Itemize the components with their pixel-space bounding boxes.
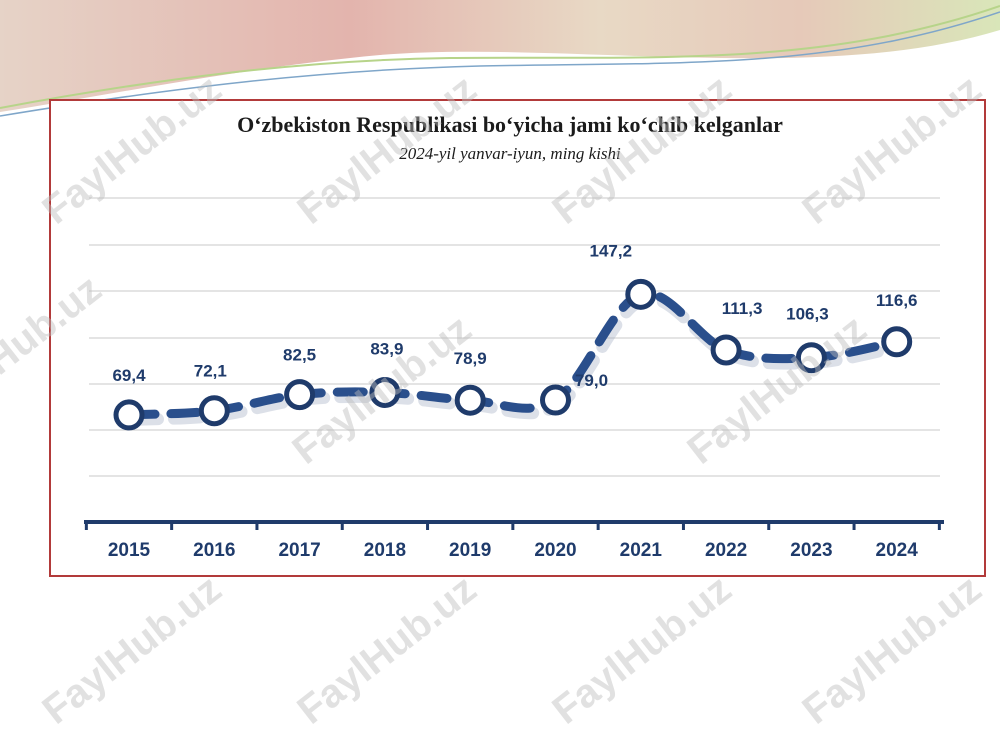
data-point-2017 bbox=[284, 379, 316, 411]
x-tick-label-2022: 2022 bbox=[705, 540, 747, 561]
data-point-2016 bbox=[198, 395, 230, 427]
series-line bbox=[124, 289, 906, 426]
x-tick-label-2015: 2015 bbox=[108, 540, 151, 561]
data-point-2018 bbox=[369, 376, 401, 408]
data-label-2019: 78,9 bbox=[454, 349, 487, 368]
data-label-2023: 106,3 bbox=[786, 305, 829, 324]
data-point-2024 bbox=[881, 326, 913, 358]
watermark-layer: FaylHub.uz FaylHub.uz FaylHub.uz FaylHub.uz… bbox=[0, 67, 990, 733]
data-label-2015: 69,4 bbox=[112, 366, 146, 385]
chart-subtitle: 2024-yil yanvar-iyun, ming kishi bbox=[399, 144, 621, 163]
data-point-2019 bbox=[454, 384, 486, 416]
data-label-2018: 83,9 bbox=[370, 339, 403, 358]
watermark: FaylHub.uz bbox=[34, 67, 229, 233]
header-swoosh-line-blue bbox=[0, 11, 1000, 117]
data-point-2022 bbox=[710, 334, 742, 366]
gridlines bbox=[89, 197, 940, 477]
data-label-2017: 82,5 bbox=[283, 346, 316, 365]
watermark: FaylHub.uz bbox=[679, 307, 874, 473]
data-point-2020 bbox=[540, 384, 571, 416]
x-tick-label-2021: 2021 bbox=[620, 540, 663, 561]
x-tick-label-2023: 2023 bbox=[790, 540, 832, 561]
data-label-2020: 79,0 bbox=[575, 371, 608, 390]
watermark: FaylHub.uz bbox=[544, 567, 739, 733]
data-point-2023 bbox=[795, 342, 827, 374]
watermark: FaylHub.uz bbox=[794, 567, 989, 733]
series-line-shadow bbox=[126, 292, 906, 426]
data-label-2016: 72,1 bbox=[194, 362, 227, 381]
watermark: FaylHub.uz bbox=[0, 267, 110, 433]
data-point-2021 bbox=[625, 278, 657, 310]
data-labels: 69,4 72,1 82,5 83,9 78,9 79,0 147,2 111,3 106,3 1… bbox=[112, 241, 917, 390]
x-tick-label-2019: 2019 bbox=[449, 540, 491, 561]
x-tick-labels: 2015 2016 2017 2018 2019 2020 2021 2022 2023 2024 bbox=[108, 540, 918, 561]
x-tick-label-2024: 2024 bbox=[876, 540, 919, 561]
x-axis bbox=[84, 520, 944, 530]
watermark: FaylHub.uz bbox=[34, 567, 229, 733]
series-line-path bbox=[124, 289, 902, 420]
data-label-2022: 111,3 bbox=[722, 299, 763, 318]
data-label-2021: 147,2 bbox=[590, 241, 633, 260]
watermark: FaylHub.uz bbox=[289, 567, 484, 733]
data-markers bbox=[113, 278, 913, 431]
header-swoosh bbox=[0, 0, 1000, 112]
data-point-2015 bbox=[113, 399, 145, 431]
header-swoosh-line-green bbox=[0, 5, 1000, 109]
x-tick-label-2018: 2018 bbox=[364, 540, 406, 561]
x-tick-label-2020: 2020 bbox=[534, 540, 576, 561]
data-label-2024: 116,6 bbox=[876, 291, 918, 310]
x-tick-label-2017: 2017 bbox=[278, 540, 320, 561]
chart-title: O‘zbekiston Respublikasi bo‘yicha jami k… bbox=[237, 112, 783, 137]
x-tick-label-2016: 2016 bbox=[193, 540, 235, 561]
watermark: FaylHub.uz bbox=[794, 67, 989, 233]
